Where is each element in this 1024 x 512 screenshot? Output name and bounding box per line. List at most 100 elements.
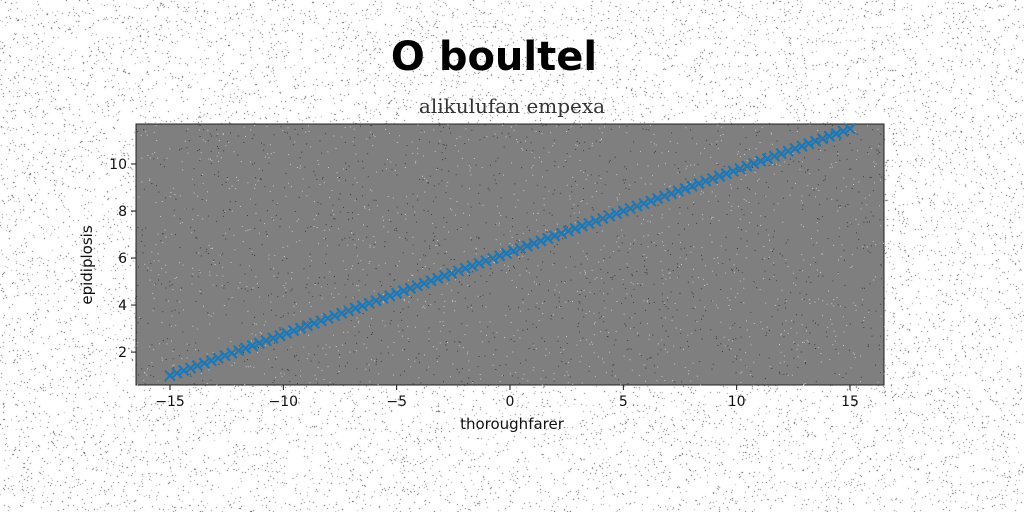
data-point (280, 327, 293, 339)
data-point (500, 247, 513, 260)
data-point (315, 314, 327, 327)
data-point (356, 299, 369, 312)
data-point (672, 185, 685, 197)
x-tick-label: 0 (506, 394, 515, 410)
data-point (459, 262, 472, 275)
y-tick-label: 10 (109, 157, 127, 173)
data-point (631, 200, 643, 212)
data-point (693, 177, 705, 190)
data-point (287, 324, 300, 337)
data-point (569, 222, 582, 235)
data-point (335, 307, 348, 320)
data-point (267, 332, 279, 344)
data-point (487, 252, 499, 265)
data-point (775, 147, 788, 160)
data-point (349, 302, 362, 315)
data-point (184, 362, 197, 374)
data-point (445, 267, 458, 280)
chart-subtitle: alikulufan empexa (419, 94, 605, 118)
data-point (803, 137, 815, 150)
data-point (754, 155, 767, 167)
data-point (294, 322, 307, 334)
data-point (322, 312, 334, 325)
data-point (212, 352, 224, 364)
y-axis-label: epidiplosis (78, 225, 96, 304)
data-point (624, 202, 636, 215)
data-point (541, 232, 554, 245)
data-point (164, 369, 176, 382)
data-point (816, 132, 829, 145)
data-point (789, 142, 801, 155)
data-point (514, 242, 527, 255)
x-axis-label: thoroughfarer (460, 415, 565, 433)
data-point (493, 250, 506, 262)
data-point (528, 237, 540, 250)
data-point (782, 145, 794, 157)
data-point (452, 265, 465, 277)
data-point (342, 304, 355, 317)
data-point (473, 257, 485, 270)
y-tick-label: 6 (118, 251, 127, 267)
data-point (438, 270, 451, 282)
data-point (274, 329, 286, 342)
data-point (686, 180, 698, 192)
data-point (638, 197, 650, 210)
data-point (617, 205, 630, 217)
data-point (844, 122, 856, 135)
y-tick-label: 2 (118, 345, 127, 361)
data-point (384, 290, 396, 302)
data-point (583, 217, 595, 230)
data-point (507, 245, 520, 257)
data-point (562, 225, 575, 237)
data-point (823, 130, 836, 142)
y-tick-label: 8 (118, 204, 127, 220)
chart-title: O boultel (391, 34, 597, 80)
data-point (576, 220, 588, 232)
y-tick-label: 4 (118, 298, 127, 314)
data-point (370, 295, 382, 307)
data-point (480, 255, 492, 267)
data-point (171, 367, 183, 379)
data-point (727, 165, 740, 177)
data-point (699, 175, 712, 187)
data-point (466, 260, 479, 272)
data-point (796, 140, 808, 152)
data-point (411, 280, 424, 292)
data-point (363, 297, 375, 310)
data-point (191, 359, 204, 372)
data-point (548, 230, 561, 242)
data-point (198, 357, 211, 369)
x-tick-label: −10 (269, 394, 299, 410)
data-point (658, 190, 671, 202)
data-point (713, 170, 726, 182)
data-point (418, 277, 430, 290)
data-point (596, 212, 609, 225)
x-tick-label: 10 (728, 394, 746, 410)
data-point (809, 135, 822, 147)
data-point (260, 334, 272, 347)
data-point (246, 339, 259, 352)
data-point (177, 364, 190, 377)
data-points (164, 122, 856, 382)
data-point (837, 125, 849, 137)
data-point (555, 227, 568, 240)
data-point (239, 342, 252, 354)
x-tick-label: −15 (155, 394, 185, 410)
data-point (253, 337, 266, 349)
data-point (679, 182, 691, 195)
data-point (425, 275, 437, 287)
data-point (734, 162, 746, 175)
x-tick-label: 15 (841, 394, 859, 410)
data-point (651, 192, 664, 205)
data-point (301, 319, 314, 332)
data-point (226, 347, 238, 359)
data-point (329, 309, 341, 322)
data-point (603, 210, 616, 222)
data-point (741, 160, 753, 172)
axes: −15 −10 −5 0 5 10 15 2 4 6 8 10 (109, 157, 859, 410)
data-point (390, 287, 403, 300)
data-point (535, 235, 547, 247)
data-point (232, 344, 245, 357)
data-point (665, 187, 678, 200)
